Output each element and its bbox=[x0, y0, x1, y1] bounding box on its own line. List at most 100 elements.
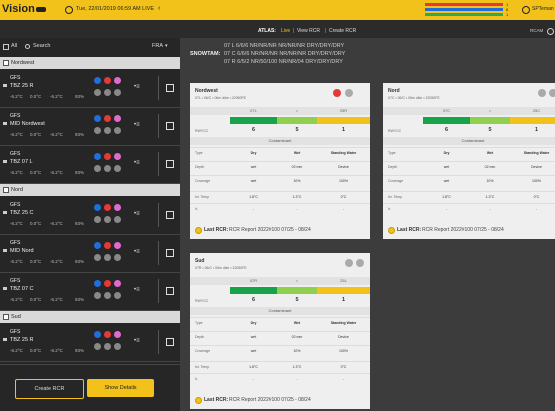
reading: -6.2°C bbox=[50, 132, 63, 137]
station-item[interactable]: GFS MID Nord -6.2°C 0.0°C -6.2°C 93% •≡ bbox=[0, 235, 180, 273]
condition-bar bbox=[230, 117, 277, 124]
group-name: Nord bbox=[11, 187, 23, 193]
runway-card[interactable]: Sud 07R • 06/C • 06m dike • 22050FE 07R • 25… bbox=[190, 253, 370, 409]
table-divider bbox=[190, 161, 370, 162]
status-dot bbox=[104, 331, 111, 338]
rcam-label[interactable]: RCAM bbox=[530, 28, 544, 33]
table-cell: 02 mm bbox=[291, 335, 303, 339]
reading: 93% bbox=[75, 348, 85, 353]
table-cell: 100% bbox=[339, 179, 348, 183]
group-header[interactable]: Nordwest bbox=[0, 57, 180, 69]
group-header[interactable]: Sud bbox=[0, 311, 180, 323]
reading: 0.0°C bbox=[30, 221, 42, 226]
station-item[interactable]: GFS TBZ 25 C -6.2°C 0.0°C -6.2°C 93% •≡ bbox=[0, 197, 180, 235]
rwycc-label: RWYCC bbox=[195, 129, 209, 133]
open-icon[interactable] bbox=[166, 160, 174, 168]
station-item[interactable]: GFS MID Nordwest -6.2°C 0.0°C -6.2°C 93% •≡ bbox=[0, 108, 180, 146]
wind-icon: •≡ bbox=[134, 287, 140, 293]
last-rcr-value[interactable]: RCR Report 2022#100 07/25 - 08/24 bbox=[229, 227, 311, 233]
user-name[interactable]: SPTeman bbox=[532, 6, 554, 12]
table-cell: - bbox=[535, 207, 538, 211]
table-cell: Standing Water bbox=[523, 151, 550, 155]
group-header[interactable]: Nord bbox=[0, 184, 180, 196]
station-item[interactable]: GFS TBZ 25 R -6.2°C 0.0°C -6.2°C 93% •≡ bbox=[0, 70, 180, 108]
rwycc-value: 6 bbox=[444, 127, 449, 133]
runway-label: 25R bbox=[339, 108, 348, 113]
divider bbox=[158, 279, 159, 303]
status-dot bbox=[114, 242, 121, 249]
table-cell: Standing Water bbox=[330, 151, 357, 155]
status-dot bbox=[114, 89, 121, 96]
open-icon[interactable] bbox=[166, 211, 174, 219]
region-select[interactable]: FRA bbox=[152, 43, 163, 49]
condition-bar bbox=[510, 117, 555, 124]
wind-icon: •≡ bbox=[134, 338, 140, 344]
menu-dropdown[interactable] bbox=[36, 7, 46, 12]
table-row-label: Coverage bbox=[195, 179, 211, 183]
status-count: 6 bbox=[506, 7, 509, 12]
show-details-button[interactable]: Show Details bbox=[87, 379, 154, 397]
last-rcr-value[interactable]: RCR Report 2022#100 07/25 - 08/24 bbox=[422, 227, 504, 233]
table-cell: - bbox=[252, 377, 255, 381]
table-cell: 0°C bbox=[533, 195, 540, 199]
table-cell: Dry bbox=[250, 321, 257, 325]
runway-header-bg bbox=[383, 107, 555, 115]
table-cell: 10% bbox=[293, 179, 301, 183]
reading: -6.2°C bbox=[50, 297, 63, 302]
station-name: TBZ 25 R bbox=[10, 337, 34, 343]
rwycc-value: 1 bbox=[534, 127, 539, 133]
table-divider bbox=[190, 361, 370, 362]
card-title: Sud bbox=[195, 258, 205, 264]
runway-card[interactable]: Nordwest 07L • 06/C • 06m dike • 22050FE 0… bbox=[190, 83, 370, 239]
status-dot bbox=[114, 204, 121, 211]
status-dot bbox=[94, 204, 101, 211]
station-icon bbox=[3, 122, 7, 125]
table-row-label: Ini. Temp bbox=[195, 195, 210, 199]
open-icon[interactable] bbox=[166, 249, 174, 257]
station-item[interactable]: GFS TBZ 07 C -6.2°C 0.0°C -6.2°C 93% •≡ bbox=[0, 273, 180, 311]
checkbox[interactable] bbox=[3, 44, 9, 50]
last-rcr-value[interactable]: RCR Report 2022#100 07/25 - 08/24 bbox=[229, 397, 311, 403]
model: GFS bbox=[10, 113, 21, 119]
last-rcr-label: Last RCR: bbox=[204, 397, 229, 403]
table-divider bbox=[383, 191, 555, 192]
model: GFS bbox=[10, 202, 21, 208]
status-dot bbox=[104, 292, 111, 299]
settings-icon[interactable] bbox=[547, 28, 554, 35]
last-rcr-icon bbox=[388, 227, 395, 234]
runway-label: 25C bbox=[532, 108, 541, 113]
table-cell: 1.3°C bbox=[485, 195, 495, 199]
nav-link[interactable]: Create RCR bbox=[329, 28, 357, 34]
table-divider bbox=[190, 203, 370, 204]
station-icon bbox=[3, 84, 7, 87]
open-icon[interactable] bbox=[166, 338, 174, 346]
station-item[interactable]: GFS TBZ 07 L -6.2°C 0.0°C -6.2°C 93% •≡ bbox=[0, 146, 180, 184]
runway-card[interactable]: Nord 07C • 06/C • 06m dike • 22050FE 07C • 2… bbox=[383, 83, 555, 239]
prev-button[interactable]: ‹ bbox=[158, 5, 161, 12]
reading: 93% bbox=[75, 132, 85, 137]
rwycc-value: 5 bbox=[488, 127, 492, 133]
top-bar: Vision Tue, 22/01/2019 06:59 AM LIVE ‹ 1 6 1 S… bbox=[0, 0, 555, 20]
open-icon[interactable] bbox=[166, 287, 174, 295]
search-input[interactable]: Search bbox=[33, 43, 51, 49]
status-dot bbox=[94, 153, 101, 160]
divider bbox=[158, 330, 159, 354]
runway-label: 07C bbox=[442, 108, 451, 113]
create-rcr-button[interactable]: Create RCR bbox=[15, 379, 84, 399]
reading: -6.2°C bbox=[10, 297, 23, 302]
open-icon[interactable] bbox=[166, 122, 174, 130]
open-icon[interactable] bbox=[166, 84, 174, 92]
station-icon bbox=[3, 211, 7, 214]
status-dot bbox=[94, 77, 101, 84]
station-item[interactable]: GFS TBZ 25 R -6.2°C 0.0°C -6.2°C 93% •≡ bbox=[0, 324, 180, 362]
status-dot bbox=[104, 127, 111, 134]
table-cell: wet bbox=[250, 349, 257, 353]
nav-link[interactable]: View RCR bbox=[297, 28, 320, 34]
table-row-label: Type bbox=[195, 321, 203, 325]
datetime[interactable]: Tue, 22/01/2019 06:59 AM LIVE bbox=[76, 6, 155, 12]
table-divider bbox=[190, 345, 370, 346]
model: GFS bbox=[10, 329, 21, 335]
clock-icon bbox=[65, 6, 73, 14]
status-dot bbox=[94, 115, 101, 122]
